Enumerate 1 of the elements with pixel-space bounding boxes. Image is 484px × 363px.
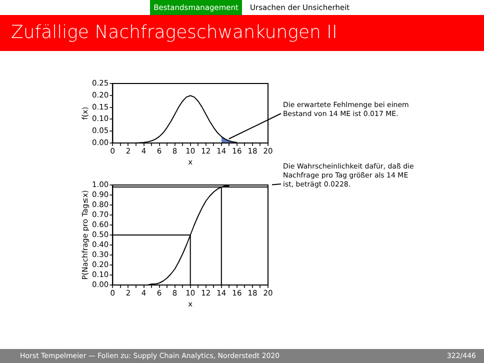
text: Zufällige Nachfrageschwankungen II — [11, 22, 338, 43]
